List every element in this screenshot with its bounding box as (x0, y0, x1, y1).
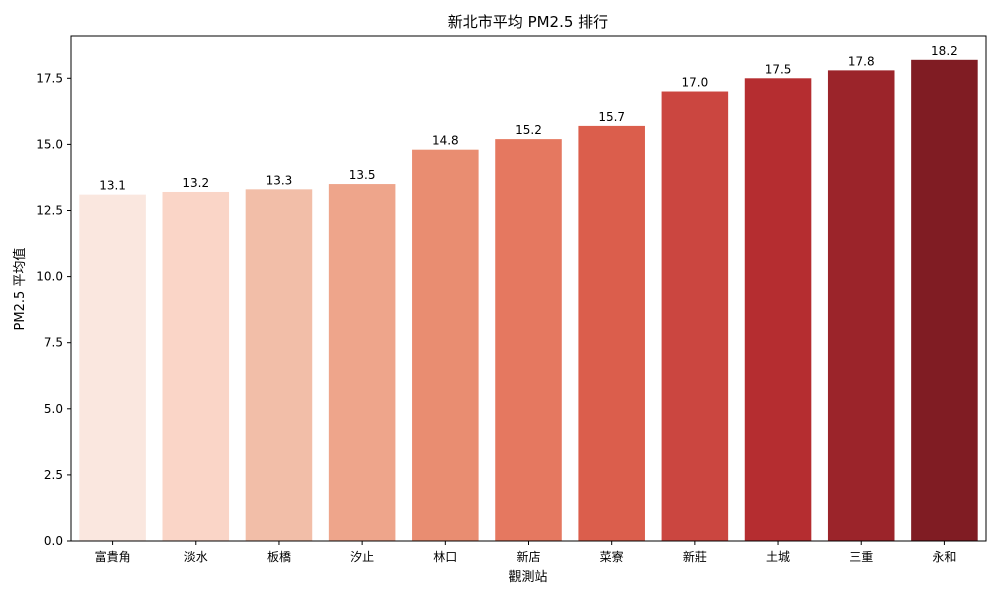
bar-9 (827, 70, 895, 542)
data-label-1: 13.2 (182, 176, 209, 190)
x-tick-label-9: 三重 (849, 550, 873, 564)
bar-6 (578, 125, 645, 542)
bar-8 (744, 78, 812, 542)
bar-7 (661, 91, 729, 542)
data-label-8: 17.5 (765, 62, 792, 76)
data-label-6: 15.7 (598, 110, 625, 124)
plot-area: 13.1 富貴角 13.2 淡水 13.3 板橋 13.5 汐止 14.8 林口 15.2 新店 15.… (36, 35, 987, 564)
y-tick-label-4: 10.0 (36, 270, 63, 284)
bar-3 (328, 184, 396, 541)
data-label-5: 15.2 (515, 123, 542, 137)
x-tick-label-2: 板橋 (267, 550, 291, 564)
y-tick-label-3: 7.5 (44, 336, 63, 350)
x-tick-label-6: 菜寮 (600, 549, 624, 564)
bar-2 (245, 189, 313, 541)
bar-4 (412, 149, 479, 541)
y-tick-label-5: 12.5 (36, 204, 63, 218)
data-label-4: 14.8 (432, 134, 459, 148)
y-tick-label-1: 2.5 (44, 468, 63, 482)
y-tick-label-2: 5.0 (44, 402, 63, 416)
x-tick-label-7: 新莊 (683, 549, 707, 564)
data-label-10: 18.2 (931, 44, 958, 58)
data-label-3: 13.5 (349, 168, 376, 182)
x-tick-label-10: 永和 (932, 550, 956, 564)
bar-10 (911, 59, 978, 542)
plot-frame (70, 35, 987, 542)
y-tick-label-6: 15.0 (36, 137, 63, 151)
x-tick-label-4: 林口 (433, 550, 457, 564)
data-label-9: 17.8 (848, 54, 875, 68)
bar-0 (79, 194, 146, 541)
bar-5 (495, 139, 562, 541)
data-label-7: 17.0 (682, 76, 709, 90)
y-axis-label: PM2.5 平均值 (12, 248, 28, 331)
chart-title: 新北市平均 PM2.5 排行 (448, 13, 608, 31)
x-tick-label-3: 汐止 (350, 549, 374, 564)
y-tick-label-7: 17.5 (36, 71, 63, 85)
x-tick-label-1: 淡水 (184, 550, 208, 564)
x-tick-label-0: 富貴角 (95, 549, 131, 564)
x-axis-label: 觀測站 (508, 570, 547, 585)
data-label-2: 13.3 (266, 173, 293, 187)
y-tick-label-0: 0.0 (44, 534, 63, 548)
x-tick-label-5: 新店 (516, 549, 540, 564)
bar-1 (162, 191, 230, 542)
x-tick-label-8: 土城 (766, 550, 790, 564)
data-label-0: 13.1 (99, 179, 126, 193)
